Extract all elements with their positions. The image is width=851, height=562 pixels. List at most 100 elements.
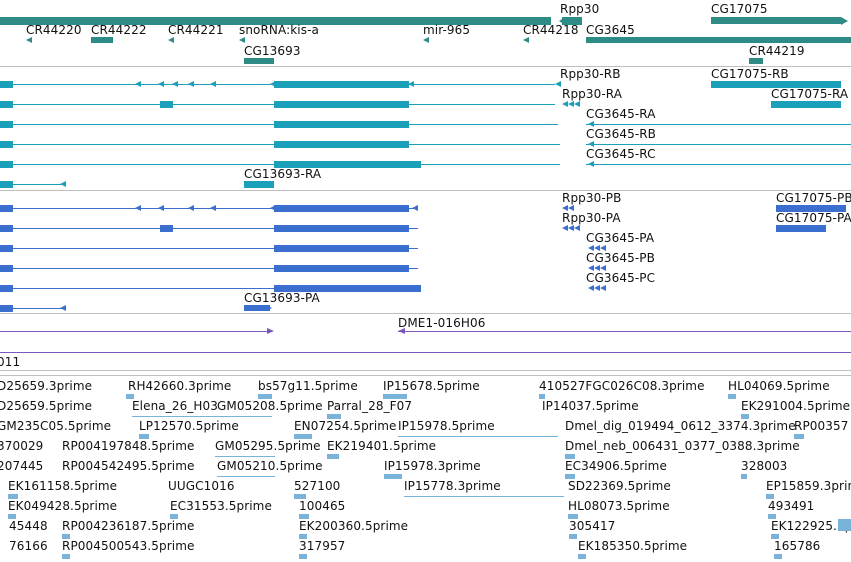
- gene-label-cg13693[interactable]: CG13693: [244, 44, 301, 58]
- est-bar[interactable]: [299, 514, 309, 519]
- est-bar[interactable]: [62, 534, 70, 539]
- clone-line[interactable]: [398, 331, 851, 332]
- gene-label-cr44220[interactable]: CR44220: [26, 23, 82, 37]
- est-bar[interactable]: [299, 534, 307, 539]
- transcript-exon[interactable]: [0, 161, 13, 168]
- transcript-exon[interactable]: [0, 101, 13, 108]
- est-bar[interactable]: [299, 554, 307, 559]
- est-label[interactable]: UUGC1016: [168, 479, 235, 493]
- est-label[interactable]: IP15978.3prime: [384, 459, 481, 473]
- est-bar[interactable]: [768, 514, 776, 519]
- est-label[interactable]: RP004197848.5prime: [62, 439, 195, 453]
- transcript-intron-line[interactable]: [586, 164, 851, 165]
- gene-bar-cg3645[interactable]: [586, 37, 851, 43]
- gene-label-cr44218[interactable]: CR44218: [523, 23, 579, 37]
- protein-exon[interactable]: [0, 205, 13, 212]
- transcript-exon[interactable]: [0, 181, 13, 188]
- clone-label-011[interactable]: 011: [0, 355, 21, 369]
- transcript-label-cg3645-ra[interactable]: CG3645-RA: [586, 107, 656, 121]
- transcript-intron-line[interactable]: [586, 144, 851, 145]
- protein-intron-line[interactable]: [0, 228, 418, 229]
- gene-bar-cg17075[interactable]: [711, 17, 841, 24]
- protein-intron-line[interactable]: [0, 248, 418, 249]
- protein-exon[interactable]: [274, 265, 409, 272]
- est-label[interactable]: RH42660.3prime: [128, 379, 232, 393]
- gene-label-cr44219[interactable]: CR44219: [749, 44, 805, 58]
- est-label[interactable]: GM05208.5prime: [217, 399, 323, 413]
- est-label[interactable]: HL08073.5prime: [568, 499, 670, 513]
- est-label[interactable]: 165786: [774, 539, 821, 553]
- est-label[interactable]: EK291004.5prime: [741, 399, 851, 413]
- est-bar[interactable]: [794, 434, 804, 439]
- transcript-exon[interactable]: [244, 181, 274, 188]
- protein-exon[interactable]: [160, 225, 173, 232]
- est-label[interactable]: RP00357: [794, 419, 849, 433]
- est-label[interactable]: Dmel_neb_006431_0377_0388.3prime: [565, 439, 800, 453]
- gene-bar-cr44222[interactable]: [91, 37, 113, 43]
- est-bar[interactable]: [294, 494, 306, 499]
- est-bar[interactable]: [384, 474, 402, 479]
- est-label[interactable]: 410527FGC026C08.3prime: [539, 379, 705, 393]
- est-label[interactable]: SD22369.5prime: [568, 479, 671, 493]
- est-label[interactable]: Dmel_dig_019494_0612_3374.3prime: [565, 419, 796, 433]
- transcript-label-cg13693-ra[interactable]: CG13693-RA: [244, 167, 322, 181]
- transcript-intron-line[interactable]: [0, 184, 64, 185]
- protein-intron-line[interactable]: [0, 208, 418, 209]
- gene-bar-cg13693[interactable]: [244, 58, 274, 64]
- est-label[interactable]: HL04069.5prime: [728, 379, 830, 393]
- transcript-intron-line[interactable]: [586, 124, 851, 125]
- est-bar[interactable]: [539, 394, 545, 399]
- est-label[interactable]: 317957: [299, 539, 346, 553]
- est-label[interactable]: IP14037.5prime: [542, 399, 639, 413]
- est-bar[interactable]: [383, 394, 407, 399]
- gene-bar-cr44219[interactable]: [749, 58, 763, 64]
- est-line[interactable]: [132, 416, 272, 417]
- est-bar[interactable]: [838, 519, 851, 531]
- protein-intron-line[interactable]: [0, 288, 418, 289]
- protein-label-rpp30-pb[interactable]: Rpp30-PB: [562, 191, 622, 205]
- est-label[interactable]: EC31553.5prime: [170, 499, 272, 513]
- protein-label-cg3645-pa[interactable]: CG3645-PA: [586, 231, 655, 245]
- clone-line[interactable]: [0, 352, 851, 353]
- est-bar[interactable]: [139, 434, 149, 439]
- est-bar[interactable]: [771, 534, 779, 539]
- protein-exon[interactable]: [0, 225, 13, 232]
- est-label[interactable]: EK185350.5prime: [578, 539, 688, 553]
- gene-bar-rpp30[interactable]: [562, 17, 582, 25]
- est-label[interactable]: GM05210.5prime: [217, 459, 323, 473]
- clone-label-dme1-016h06[interactable]: DME1-016H06: [398, 316, 486, 330]
- est-label[interactable]: IP15978.5prime: [398, 419, 495, 433]
- protein-label-cg3645-pc[interactable]: CG3645-PC: [586, 271, 656, 285]
- transcript-label-rpp30-rb[interactable]: Rpp30-RB: [560, 67, 621, 81]
- transcript-exon[interactable]: [274, 121, 409, 128]
- transcript-label-cg3645-rb[interactable]: CG3645-RB: [586, 127, 657, 141]
- protein-label-rpp30-pa[interactable]: Rpp30-PA: [562, 211, 621, 225]
- est-bar[interactable]: [766, 494, 774, 499]
- est-label[interactable]: EN07254.5prime: [294, 419, 397, 433]
- est-label[interactable]: EK122925.5prime: [771, 519, 851, 533]
- gene-bar[interactable]: [0, 17, 551, 25]
- protein-label-cg13693-pa[interactable]: CG13693-PA: [244, 291, 320, 305]
- est-line[interactable]: [398, 436, 558, 437]
- transcript-exon[interactable]: [160, 101, 173, 108]
- est-label[interactable]: EK049428.5prime: [8, 499, 118, 513]
- protein-exon[interactable]: [0, 265, 13, 272]
- est-line[interactable]: [215, 456, 275, 457]
- est-label[interactable]: 100465: [299, 499, 346, 513]
- est-bar[interactable]: [258, 394, 272, 399]
- protein-exon[interactable]: [776, 205, 846, 212]
- gene-label-snorna-kis-a[interactable]: snoRNA:kis-a: [239, 23, 319, 37]
- gene-label-cg17075[interactable]: CG17075: [711, 2, 768, 16]
- est-bar[interactable]: [327, 454, 339, 459]
- protein-label-cg3645-pb[interactable]: CG3645-PB: [586, 251, 655, 265]
- protein-intron-line[interactable]: [0, 308, 64, 309]
- est-bar[interactable]: [126, 394, 134, 399]
- est-bar[interactable]: [8, 514, 16, 519]
- transcript-exon[interactable]: [274, 101, 409, 108]
- est-label[interactable]: 370029: [0, 439, 44, 453]
- est-bar[interactable]: [327, 414, 341, 419]
- est-label[interactable]: EC34906.5prime: [565, 459, 667, 473]
- est-label[interactable]: EK200360.5prime: [299, 519, 409, 533]
- protein-exon[interactable]: [0, 305, 13, 312]
- transcript-exon[interactable]: [274, 81, 409, 88]
